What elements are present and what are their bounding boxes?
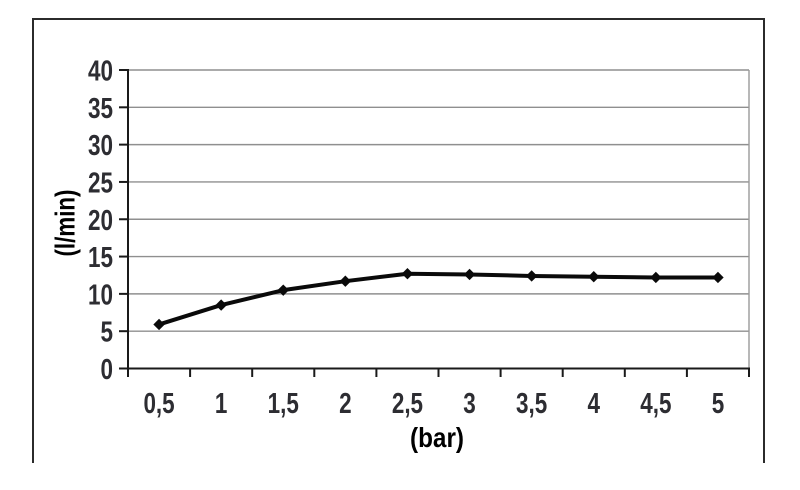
- series-layer: [153, 268, 724, 331]
- x-tick-label: 4,5: [640, 388, 671, 420]
- x-tick-label: 3: [463, 388, 476, 420]
- y-tick-label: 10: [88, 279, 113, 311]
- tick-labels-layer: 0 5 10 15 20 25 30 35 40 0,5 1 1,5 2 2,5 3 3,5 4 4,5 5: [88, 56, 724, 421]
- x-tick-label: 1: [215, 388, 228, 420]
- x-tick-label: 1,5: [268, 388, 299, 420]
- x-tick-label: 4: [588, 388, 601, 420]
- data-point-marker: [712, 271, 724, 284]
- x-tick-label: 0,5: [143, 388, 174, 420]
- data-line: [157, 271, 720, 327]
- y-tick-label: 30: [88, 130, 113, 162]
- data-point-marker: [463, 268, 476, 281]
- y-tick-label: 5: [101, 317, 114, 349]
- data-point-marker: [588, 271, 600, 283]
- y-tick-label: 35: [88, 93, 113, 125]
- data-point-marker: [277, 284, 289, 296]
- y-tick-label: 25: [88, 167, 113, 199]
- x-tick-label: 2,5: [392, 388, 423, 420]
- y-tick-label: 0: [101, 354, 114, 386]
- table-cell-frame: [32, 18, 765, 463]
- x-tick-label: 3,5: [516, 388, 547, 420]
- data-point-marker: [339, 275, 352, 287]
- flow-chart: 0 5 10 15 20 25 30 35 40 0,5 1 1,5 2 2,5 3 3,5 4 4,5 5 (l/…: [50, 56, 750, 453]
- gridlines-layer: [128, 69, 750, 369]
- data-point-marker: [650, 271, 662, 284]
- axes-layer: [119, 69, 750, 377]
- y-tick-label: 15: [88, 242, 113, 274]
- x-axis-label: (bar): [410, 422, 464, 453]
- x-tick-label: 5: [712, 388, 725, 420]
- y-tick-label: 20: [88, 205, 113, 237]
- data-point-marker: [401, 268, 414, 280]
- data-point-marker: [153, 318, 165, 331]
- y-tick-label: 40: [88, 56, 113, 88]
- y-axis-label: (l/min): [50, 190, 81, 257]
- data-point-marker: [215, 299, 227, 311]
- x-tick-label: 2: [339, 388, 352, 420]
- data-point-marker: [525, 270, 538, 282]
